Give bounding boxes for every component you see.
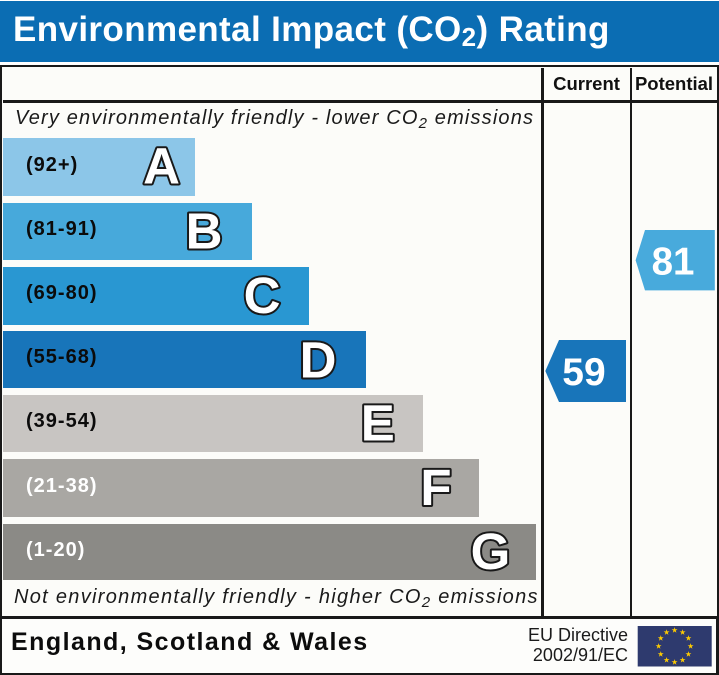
svg-text:81: 81 <box>652 240 695 283</box>
svg-text:A: A <box>143 138 180 195</box>
svg-text:D: D <box>300 332 337 389</box>
svg-text:G: G <box>471 523 511 580</box>
svg-text:C: C <box>244 267 281 324</box>
svg-text:59: 59 <box>562 351 605 394</box>
svg-text:E: E <box>361 395 395 452</box>
svg-text:F: F <box>420 459 451 516</box>
svg-text:B: B <box>186 203 223 260</box>
